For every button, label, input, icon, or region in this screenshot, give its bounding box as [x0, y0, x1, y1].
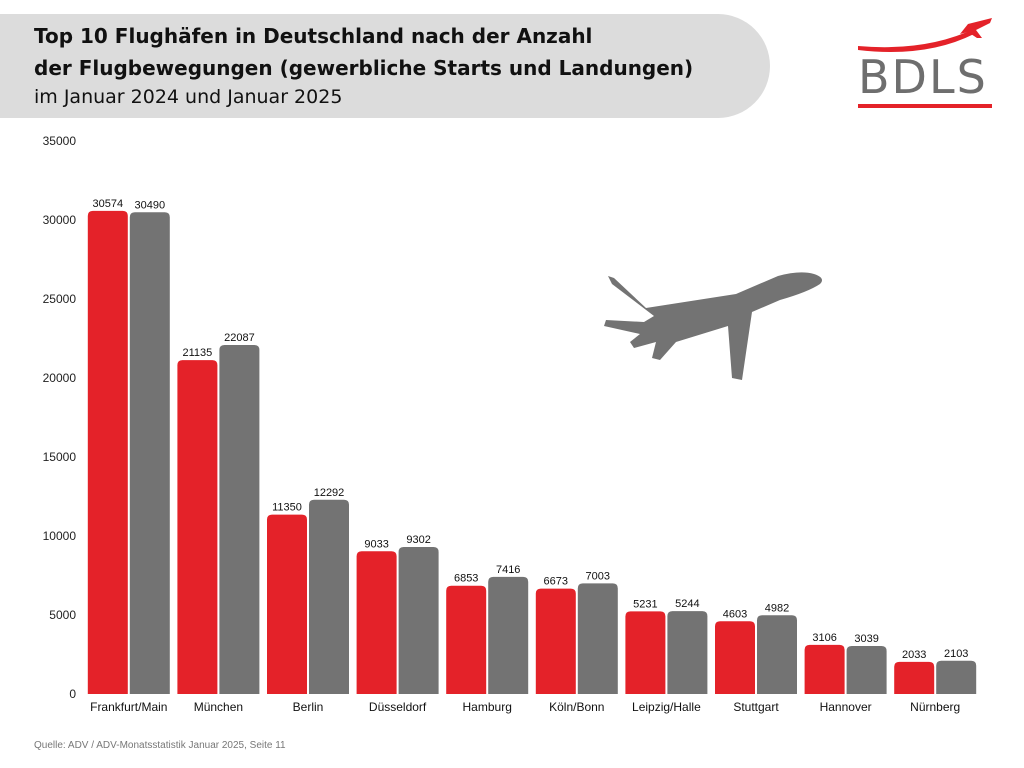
- y-tick-label: 35000: [43, 134, 77, 148]
- x-tick-label: Frankfurt/Main: [90, 700, 167, 714]
- data-label: 2033: [902, 649, 926, 661]
- x-tick-label: Hamburg: [463, 700, 512, 714]
- bar-series-2: [219, 345, 260, 694]
- data-label: 5231: [633, 598, 657, 610]
- x-tick-label: München: [194, 700, 243, 714]
- data-label: 6673: [544, 576, 568, 588]
- bar-series-2: [309, 499, 349, 694]
- x-tick-label: Leipzig/Halle: [632, 700, 701, 714]
- data-label: 7416: [496, 564, 520, 576]
- bar-series-1: [535, 588, 576, 694]
- data-label: 3039: [854, 633, 878, 645]
- y-tick-label: 25000: [43, 292, 77, 306]
- y-tick-label: 10000: [43, 529, 77, 543]
- y-tick-label: 20000: [43, 371, 77, 385]
- data-label: 9033: [364, 538, 388, 550]
- bar-series-2: [398, 547, 439, 694]
- bar-series-1: [267, 514, 307, 694]
- x-tick-label: Berlin: [293, 700, 324, 714]
- x-tick-label: Köln/Bonn: [549, 700, 604, 714]
- logo-text: BDLS: [858, 50, 988, 104]
- chart-title-line-2: der Flugbewegungen (gewerbliche Starts u…: [34, 56, 694, 80]
- x-tick-label: Nürnberg: [910, 700, 960, 714]
- bar-series-1: [625, 611, 666, 694]
- bar-series-2: [846, 645, 887, 694]
- bar-series-2: [936, 660, 977, 694]
- data-label: 3106: [812, 632, 836, 644]
- bar-series-1: [446, 585, 487, 694]
- source-note: Quelle: ADV / ADV-Monatsstatistik Januar…: [34, 740, 286, 751]
- data-label: 5244: [675, 598, 699, 610]
- bar-series-1: [804, 644, 845, 694]
- y-tick-label: 5000: [49, 608, 76, 622]
- chart-subtitle: im Januar 2024 und Januar 2025: [34, 86, 343, 108]
- data-label: 4982: [765, 602, 789, 614]
- bar-series-1: [87, 210, 128, 695]
- data-label: 9302: [406, 534, 430, 546]
- data-label: 4603: [723, 608, 747, 620]
- data-label: 22087: [224, 332, 255, 344]
- bar-series-2: [129, 212, 170, 694]
- airplane-swoosh-logo: [858, 18, 992, 108]
- y-tick-label: 15000: [43, 450, 77, 464]
- bar-series-1: [356, 551, 397, 694]
- y-tick-label: 0: [69, 687, 76, 701]
- x-tick-label: Hannover: [820, 700, 872, 714]
- data-label: 6853: [454, 573, 478, 585]
- bar-series-1: [894, 661, 935, 694]
- bar-series-1: [715, 621, 755, 694]
- data-label: 21135: [183, 347, 213, 359]
- chart-title-line-1: Top 10 Flughäfen in Deutschland nach der…: [34, 24, 593, 48]
- data-label: 2103: [944, 648, 968, 660]
- x-tick-label: Stuttgart: [733, 700, 779, 714]
- bar-series-2: [667, 611, 708, 694]
- data-label: 12292: [314, 487, 345, 499]
- airplane-icon: [604, 272, 822, 380]
- title-banner: [0, 14, 770, 118]
- data-label: 30574: [93, 198, 124, 210]
- bar-series-2: [488, 576, 529, 694]
- bar-series-2: [757, 615, 797, 694]
- data-label: 7003: [586, 570, 610, 582]
- bar-series-2: [577, 583, 618, 694]
- y-tick-label: 30000: [43, 213, 77, 227]
- bar-series-1: [177, 360, 218, 694]
- data-label: 30490: [135, 199, 166, 211]
- x-tick-label: Düsseldorf: [369, 700, 427, 714]
- data-label: 11350: [272, 502, 302, 514]
